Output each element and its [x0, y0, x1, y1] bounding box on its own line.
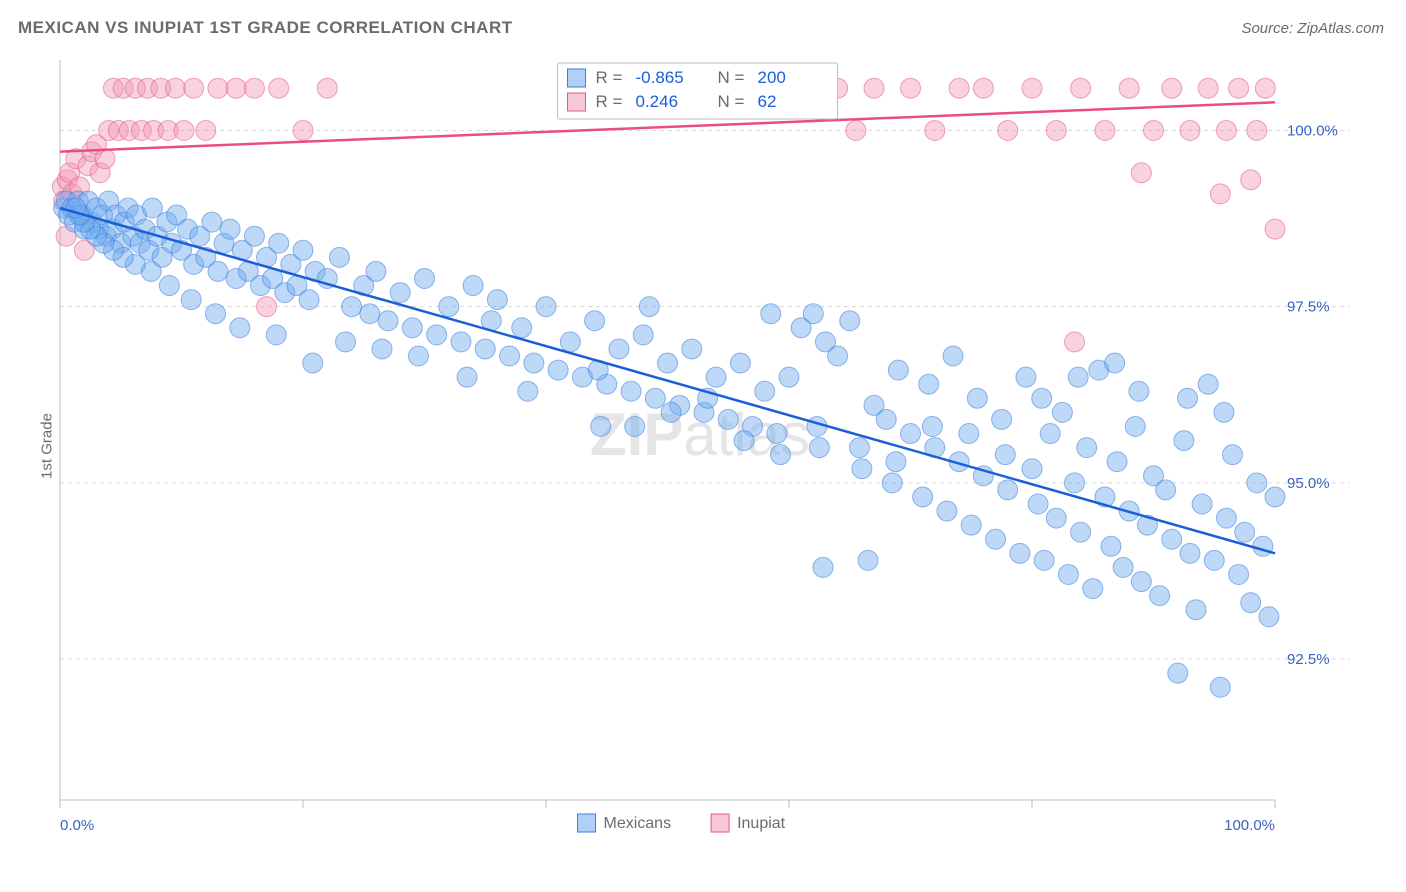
y-tick-labels: 92.5% 95.0% 97.5% 100.0% — [1287, 122, 1338, 668]
svg-text:Inupiat: Inupiat — [737, 815, 786, 832]
svg-text:100.0%: 100.0% — [1224, 817, 1275, 834]
source-attribution: Source: ZipAtlas.com — [1241, 20, 1384, 37]
svg-text:0.246: 0.246 — [636, 92, 679, 111]
svg-text:200: 200 — [758, 68, 786, 87]
scatter-plot-svg: ZIPatlas R =-0.865N =200R =0.246N =62 92… — [50, 55, 1350, 835]
svg-text:100.0%: 100.0% — [1287, 122, 1338, 139]
chart-title: MEXICAN VS INUPIAT 1ST GRADE CORRELATION… — [18, 18, 513, 38]
svg-text:92.5%: 92.5% — [1287, 651, 1330, 668]
legend-stats-box: R = -0.865 N = 200 R = 0.246 N = 62 — [558, 63, 838, 119]
svg-text:N =: N = — [718, 68, 745, 87]
svg-text:-0.865: -0.865 — [636, 68, 684, 87]
svg-text:95.0%: 95.0% — [1287, 475, 1330, 492]
legend-bottom: Mexicans Inupiat — [578, 814, 786, 832]
svg-text:97.5%: 97.5% — [1287, 299, 1330, 316]
svg-text:Mexicans: Mexicans — [604, 815, 672, 832]
chart-container: MEXICAN VS INUPIAT 1ST GRADE CORRELATION… — [0, 0, 1406, 892]
plot-area: ZIPatlas R =-0.865N =200R =0.246N =62 92… — [50, 55, 1350, 835]
svg-text:R =: R = — [596, 68, 623, 87]
svg-text:N =: N = — [718, 92, 745, 111]
svg-text:0.0%: 0.0% — [60, 817, 94, 834]
svg-text:62: 62 — [758, 92, 777, 111]
svg-text:R =: R = — [596, 92, 623, 111]
fit-line-mexicans — [60, 208, 1275, 553]
